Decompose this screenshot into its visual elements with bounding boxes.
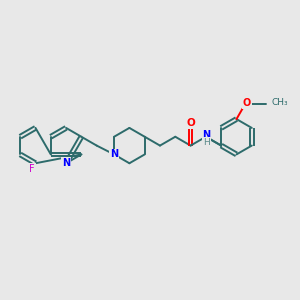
Text: N: N (62, 158, 70, 168)
Text: O: O (243, 98, 251, 108)
Text: N: N (110, 149, 118, 159)
Text: O: O (186, 118, 195, 128)
Text: CH₃: CH₃ (271, 98, 288, 107)
Text: H: H (203, 137, 210, 146)
Text: N: N (202, 130, 211, 140)
Text: F: F (29, 164, 35, 173)
